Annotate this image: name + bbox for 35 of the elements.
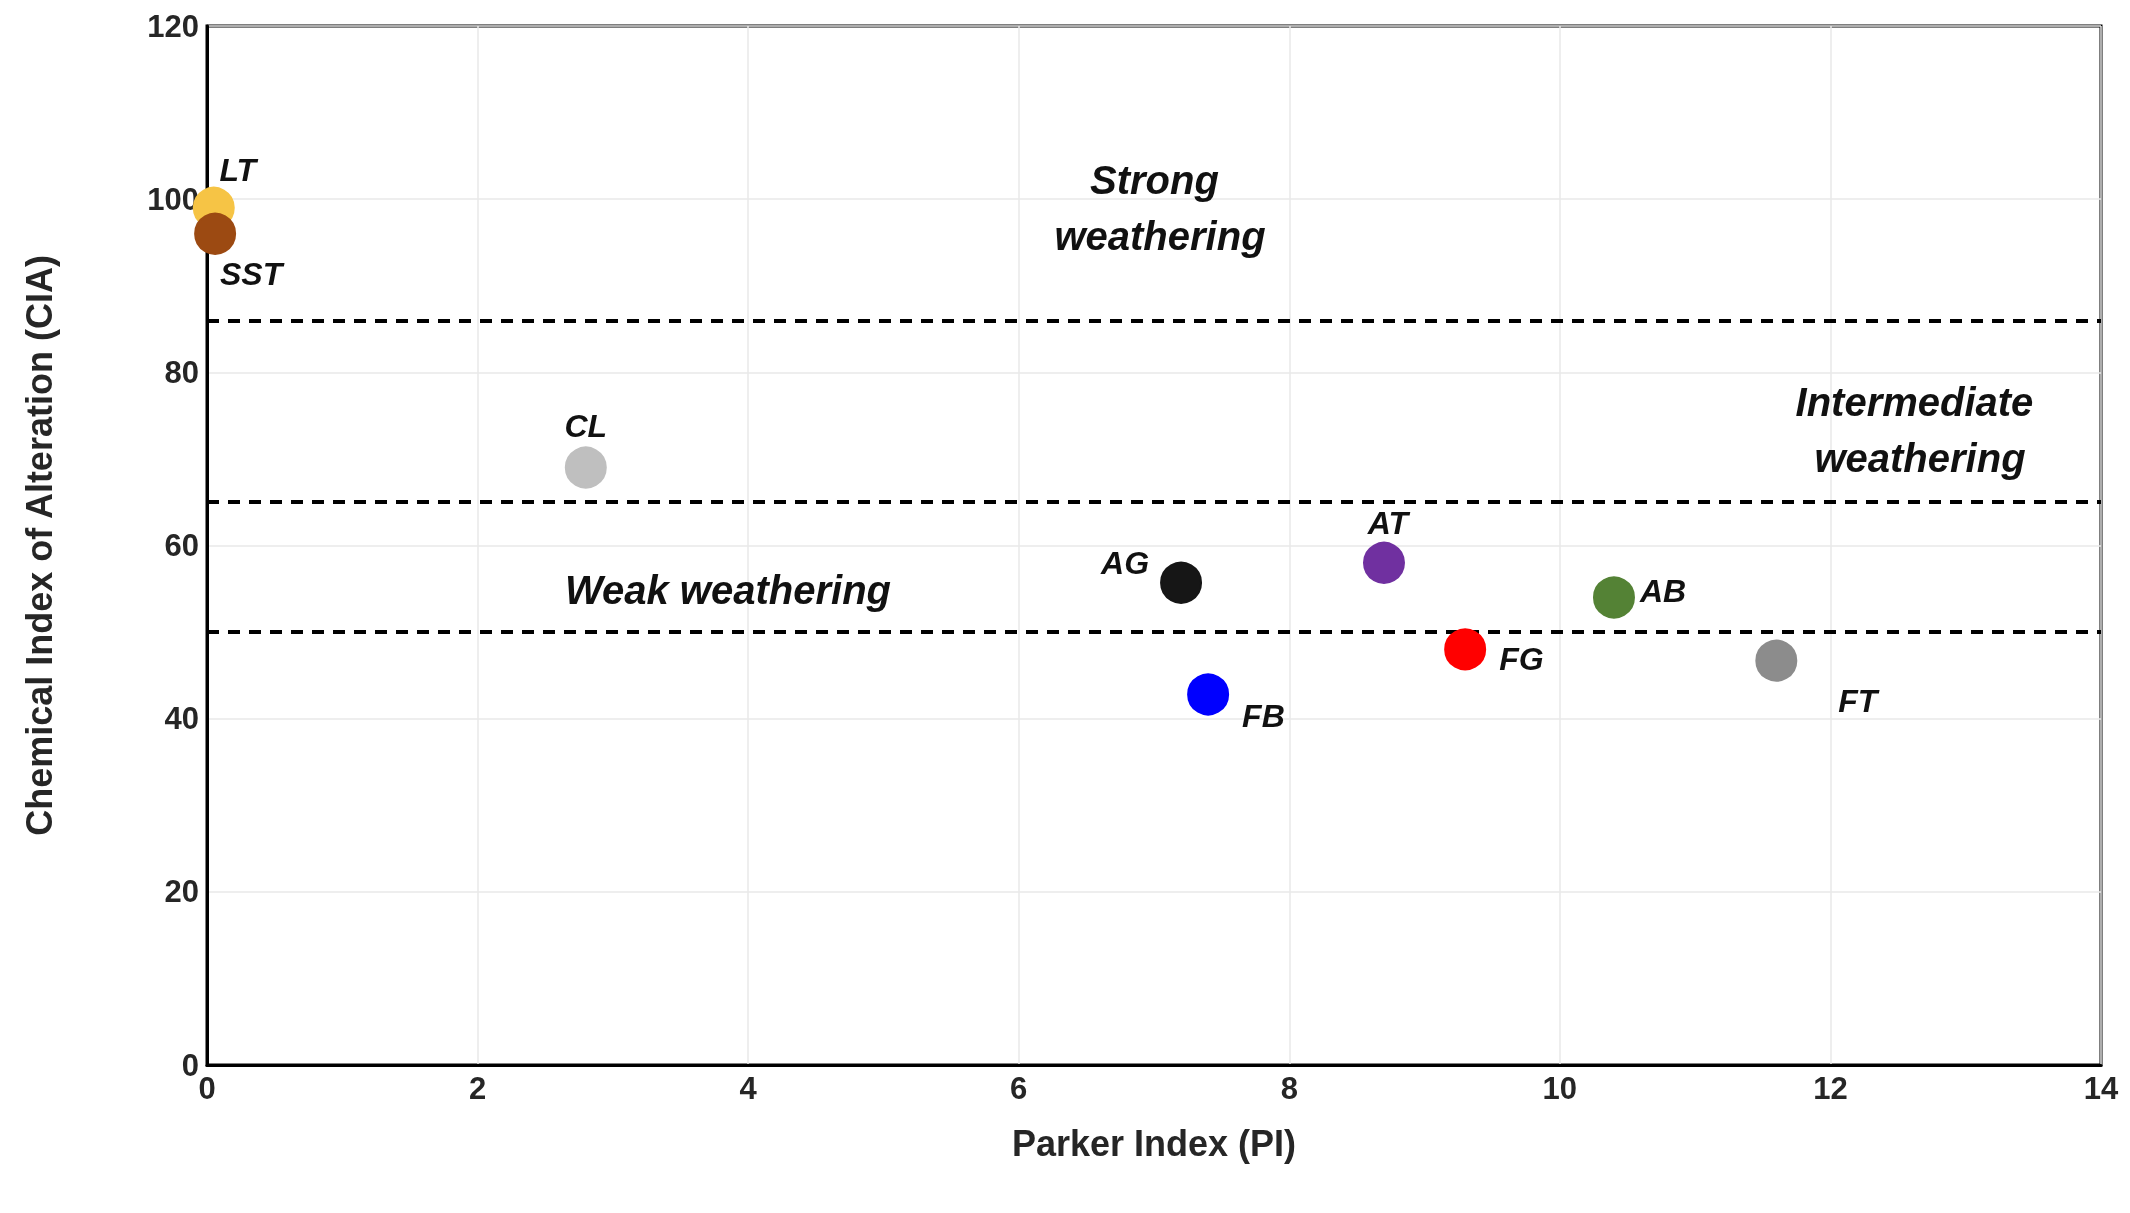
series-label: CL xyxy=(564,407,608,444)
series-label: FB xyxy=(1242,698,1285,735)
point xyxy=(1363,541,1405,584)
y-tick-label: 0 xyxy=(181,1047,199,1083)
series-label: AG xyxy=(1100,544,1150,581)
series-label: SST xyxy=(220,255,285,292)
annotation: Weak weathering xyxy=(564,568,892,612)
x-axis-title: Parker Index (PI) xyxy=(1011,1122,1297,1164)
point xyxy=(1444,628,1487,671)
y-tick-label: 60 xyxy=(164,528,199,563)
y-axis-title: Chemical Index of Alteration (CIA) xyxy=(18,255,60,836)
x-tick-label: 14 xyxy=(2083,1071,2119,1106)
annotation: Strong weathering xyxy=(1054,158,1266,258)
x-tick-label: 10 xyxy=(1542,1071,1578,1106)
point xyxy=(1755,639,1798,682)
x-tick-label: 8 xyxy=(1280,1071,1298,1106)
x-tick-label: 2 xyxy=(468,1071,487,1106)
y-tick-label: 120 xyxy=(147,8,199,44)
point xyxy=(1187,673,1230,716)
series-label: LT xyxy=(219,151,259,188)
x-tick-label: 6 xyxy=(1010,1071,1028,1106)
x-tick-label: 12 xyxy=(1813,1071,1848,1106)
series-label: FT xyxy=(1838,682,1880,719)
series-label: AB xyxy=(1638,573,1687,610)
point xyxy=(564,446,607,489)
x-tick-label: 4 xyxy=(739,1071,758,1106)
series-label: FG xyxy=(1499,641,1544,678)
series-label: AT xyxy=(1366,504,1411,541)
point xyxy=(1160,561,1203,604)
point xyxy=(1593,576,1635,619)
annotation: Intermediate weathering xyxy=(1795,380,2045,480)
point xyxy=(194,212,237,255)
y-tick-label: 40 xyxy=(164,701,199,737)
y-tick-label: 20 xyxy=(164,874,199,910)
y-tick-label: 80 xyxy=(164,354,199,390)
